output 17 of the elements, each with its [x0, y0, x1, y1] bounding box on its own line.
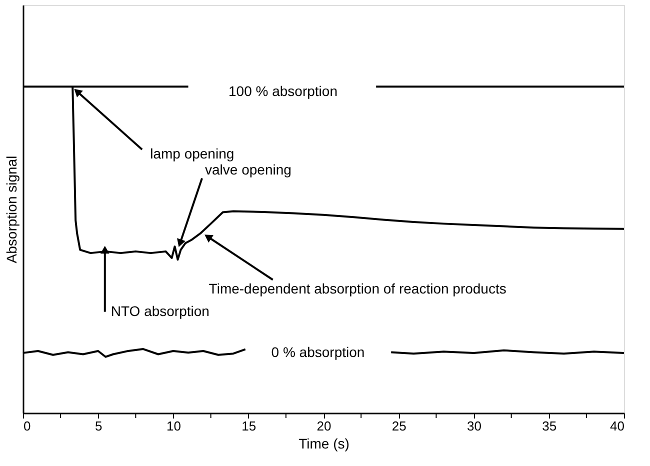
x-tick-label: 40: [610, 418, 624, 434]
annotation: 0 % absorption: [271, 344, 365, 360]
annotation: Time-dependent absorption of reaction products: [208, 280, 506, 297]
x-tick-label: 15: [242, 418, 256, 434]
annotation: valve opening: [205, 161, 292, 178]
x-axis-title: Time (s): [298, 436, 350, 452]
x-tick-label: 30: [467, 418, 482, 434]
x-tick-label: 0: [24, 418, 31, 434]
x-tick-label: 35: [542, 418, 557, 434]
x-tick-label: 25: [392, 418, 406, 434]
x-tick-label: 5: [95, 418, 102, 434]
annotation: NTO absorption: [110, 302, 210, 319]
annotation: 100 % absorption: [228, 83, 338, 99]
x-tick-label: 10: [166, 418, 181, 434]
y-axis-title: Absorption signal: [4, 156, 20, 264]
x-tick-label: 20: [316, 418, 332, 434]
annotation: lamp opening: [150, 145, 234, 162]
